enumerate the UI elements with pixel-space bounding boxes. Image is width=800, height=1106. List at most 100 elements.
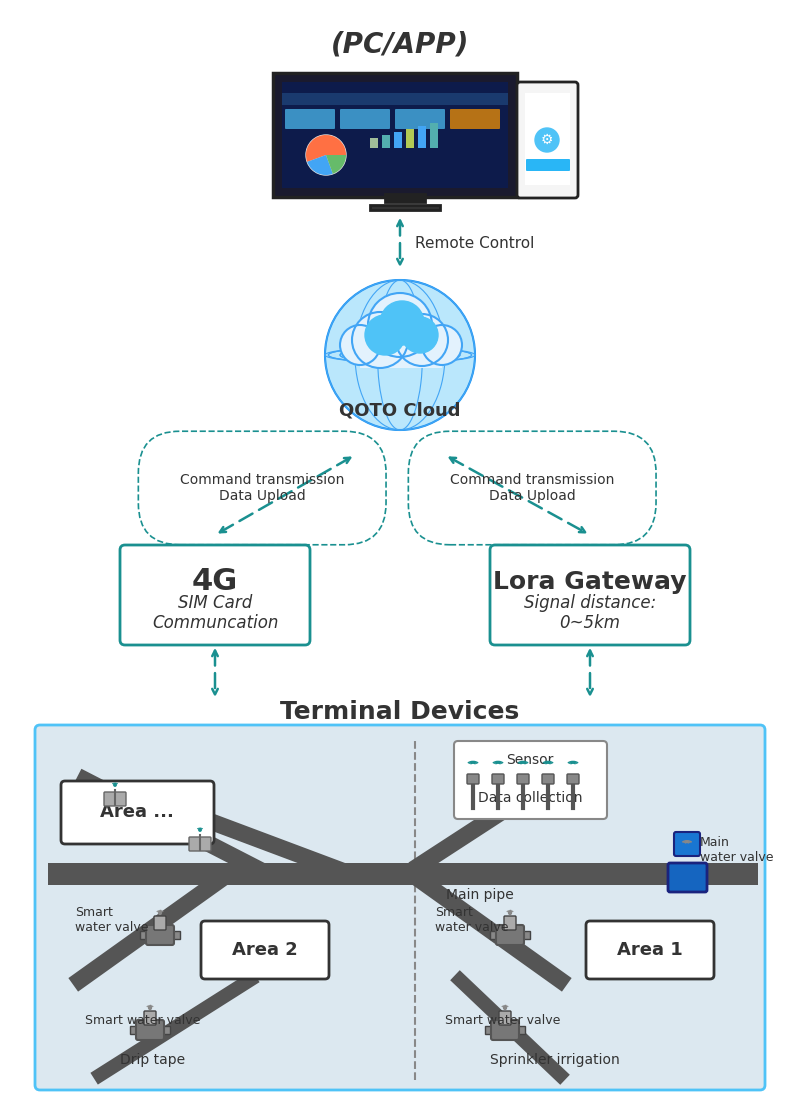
FancyBboxPatch shape	[517, 1026, 525, 1034]
Text: Smart
water valve: Smart water valve	[435, 906, 509, 933]
Text: Sprinkler irrigation: Sprinkler irrigation	[490, 1053, 620, 1067]
FancyBboxPatch shape	[370, 138, 378, 148]
FancyBboxPatch shape	[450, 109, 500, 129]
FancyBboxPatch shape	[674, 832, 700, 856]
FancyBboxPatch shape	[394, 132, 402, 148]
Circle shape	[402, 317, 438, 353]
FancyBboxPatch shape	[517, 774, 529, 784]
FancyBboxPatch shape	[285, 109, 335, 129]
Text: Area 1: Area 1	[617, 941, 683, 959]
Circle shape	[396, 314, 448, 366]
FancyBboxPatch shape	[485, 1026, 493, 1034]
FancyBboxPatch shape	[496, 925, 524, 945]
FancyBboxPatch shape	[282, 82, 508, 188]
FancyBboxPatch shape	[491, 1020, 519, 1040]
FancyBboxPatch shape	[490, 931, 498, 939]
FancyBboxPatch shape	[517, 82, 578, 198]
Text: Sensor: Sensor	[506, 753, 554, 766]
FancyBboxPatch shape	[525, 93, 570, 185]
Text: Smart
water valve: Smart water valve	[75, 906, 149, 933]
Circle shape	[365, 315, 405, 355]
FancyBboxPatch shape	[370, 205, 440, 210]
Text: Area ...: Area ...	[100, 803, 174, 821]
Text: Signal distance:
0~5km: Signal distance: 0~5km	[524, 594, 656, 633]
FancyBboxPatch shape	[394, 132, 402, 148]
FancyBboxPatch shape	[104, 792, 126, 806]
Text: ⚙: ⚙	[541, 133, 554, 147]
Circle shape	[535, 128, 559, 152]
FancyBboxPatch shape	[154, 916, 166, 930]
FancyBboxPatch shape	[406, 129, 414, 148]
FancyBboxPatch shape	[542, 774, 554, 784]
FancyBboxPatch shape	[406, 129, 414, 148]
Text: Area 2: Area 2	[232, 941, 298, 959]
FancyBboxPatch shape	[395, 109, 445, 129]
Text: SIM Card
Communcation: SIM Card Communcation	[152, 594, 278, 633]
FancyBboxPatch shape	[385, 194, 425, 202]
Text: QOTO Cloud: QOTO Cloud	[339, 401, 461, 419]
FancyBboxPatch shape	[526, 159, 570, 171]
FancyBboxPatch shape	[130, 1026, 138, 1034]
Circle shape	[149, 1006, 151, 1010]
FancyBboxPatch shape	[140, 931, 148, 939]
Wedge shape	[307, 155, 333, 175]
FancyBboxPatch shape	[499, 1011, 511, 1025]
Wedge shape	[326, 155, 346, 174]
FancyBboxPatch shape	[35, 726, 765, 1091]
FancyBboxPatch shape	[120, 545, 310, 645]
Text: Smart water valve: Smart water valve	[445, 1013, 560, 1026]
Text: Command transmission
Data Upload: Command transmission Data Upload	[450, 473, 614, 503]
FancyBboxPatch shape	[189, 837, 211, 851]
Text: Lora Gateway: Lora Gateway	[494, 570, 686, 594]
Text: Drip tape: Drip tape	[120, 1053, 185, 1067]
FancyBboxPatch shape	[504, 916, 516, 930]
Text: Data collection: Data collection	[478, 791, 582, 805]
Circle shape	[198, 828, 202, 832]
FancyBboxPatch shape	[144, 1011, 156, 1025]
Circle shape	[325, 280, 475, 430]
FancyBboxPatch shape	[668, 863, 707, 893]
FancyBboxPatch shape	[201, 921, 329, 979]
Circle shape	[114, 784, 116, 786]
Circle shape	[422, 325, 462, 365]
FancyBboxPatch shape	[567, 774, 579, 784]
FancyBboxPatch shape	[61, 781, 214, 844]
FancyBboxPatch shape	[273, 73, 517, 197]
FancyBboxPatch shape	[370, 138, 378, 148]
Circle shape	[158, 911, 162, 915]
Text: Remote Control: Remote Control	[415, 236, 534, 250]
FancyBboxPatch shape	[418, 126, 426, 148]
FancyBboxPatch shape	[146, 925, 174, 945]
FancyBboxPatch shape	[490, 545, 690, 645]
Text: Main pipe: Main pipe	[446, 888, 514, 902]
Circle shape	[509, 911, 511, 915]
Circle shape	[504, 1006, 506, 1010]
Circle shape	[380, 301, 424, 345]
FancyBboxPatch shape	[430, 123, 438, 148]
FancyBboxPatch shape	[492, 774, 504, 784]
Text: Command transmission
Data Upload: Command transmission Data Upload	[180, 473, 344, 503]
FancyBboxPatch shape	[522, 931, 530, 939]
Circle shape	[352, 312, 408, 368]
FancyBboxPatch shape	[48, 863, 758, 885]
Circle shape	[306, 135, 346, 175]
Text: 4G: 4G	[192, 567, 238, 596]
FancyBboxPatch shape	[360, 338, 442, 368]
FancyBboxPatch shape	[586, 921, 714, 979]
Text: Main
water valve: Main water valve	[700, 836, 774, 864]
Circle shape	[340, 325, 380, 365]
FancyBboxPatch shape	[382, 135, 390, 148]
Circle shape	[368, 293, 432, 357]
FancyBboxPatch shape	[454, 741, 607, 820]
FancyBboxPatch shape	[136, 1020, 164, 1040]
FancyBboxPatch shape	[282, 93, 508, 105]
FancyBboxPatch shape	[172, 931, 180, 939]
FancyBboxPatch shape	[418, 126, 426, 148]
FancyBboxPatch shape	[430, 123, 438, 148]
FancyBboxPatch shape	[382, 135, 390, 148]
Text: Terminal Devices: Terminal Devices	[280, 700, 520, 724]
Text: Smart water valve: Smart water valve	[85, 1013, 200, 1026]
FancyBboxPatch shape	[162, 1026, 170, 1034]
Wedge shape	[306, 135, 346, 161]
Text: (PC/APP): (PC/APP)	[331, 31, 469, 59]
